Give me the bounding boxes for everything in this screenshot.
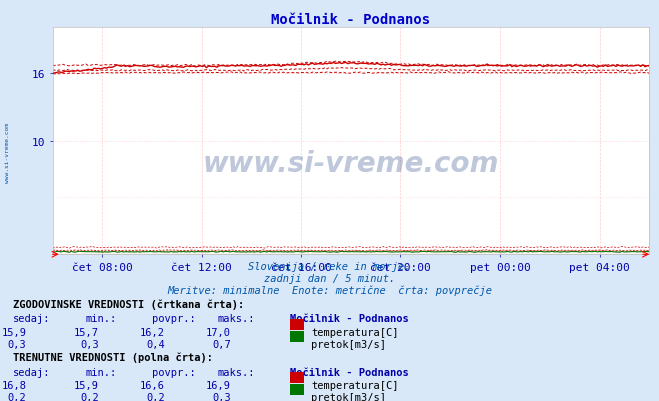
Text: min.:: min.: xyxy=(86,314,117,324)
Title: Močilnik - Podnanos: Močilnik - Podnanos xyxy=(272,13,430,27)
Text: zadnji dan / 5 minut.: zadnji dan / 5 minut. xyxy=(264,273,395,284)
Text: 15,7: 15,7 xyxy=(74,327,99,337)
Text: 0,3: 0,3 xyxy=(212,392,231,401)
Text: pretok[m3/s]: pretok[m3/s] xyxy=(311,392,386,401)
Text: 0,3: 0,3 xyxy=(8,339,26,349)
Text: 16,6: 16,6 xyxy=(140,380,165,390)
Text: povpr.:: povpr.: xyxy=(152,367,195,377)
Text: 0,7: 0,7 xyxy=(212,339,231,349)
Text: Močilnik - Podnanos: Močilnik - Podnanos xyxy=(290,314,409,324)
Text: 16,2: 16,2 xyxy=(140,327,165,337)
Text: pretok[m3/s]: pretok[m3/s] xyxy=(311,339,386,349)
Text: maks.:: maks.: xyxy=(217,314,255,324)
Text: 16,9: 16,9 xyxy=(206,380,231,390)
Text: sedaj:: sedaj: xyxy=(13,314,51,324)
Text: Slovenija / reke in morje.: Slovenija / reke in morje. xyxy=(248,261,411,271)
Text: www.si-vreme.com: www.si-vreme.com xyxy=(5,122,11,182)
Text: temperatura[C]: temperatura[C] xyxy=(311,327,399,337)
Text: 0,2: 0,2 xyxy=(8,392,26,401)
Text: temperatura[C]: temperatura[C] xyxy=(311,380,399,390)
Text: Močilnik - Podnanos: Močilnik - Podnanos xyxy=(290,367,409,377)
Text: Meritve: minimalne  Enote: metrične  črta: povprečje: Meritve: minimalne Enote: metrične črta:… xyxy=(167,285,492,295)
Text: ZGODOVINSKE VREDNOSTI (črtkana črta):: ZGODOVINSKE VREDNOSTI (črtkana črta): xyxy=(13,299,244,309)
Text: 0,2: 0,2 xyxy=(80,392,99,401)
Text: www.si-vreme.com: www.si-vreme.com xyxy=(203,150,499,178)
Text: 15,9: 15,9 xyxy=(74,380,99,390)
Text: 0,2: 0,2 xyxy=(146,392,165,401)
Text: min.:: min.: xyxy=(86,367,117,377)
Text: 0,3: 0,3 xyxy=(80,339,99,349)
Text: sedaj:: sedaj: xyxy=(13,367,51,377)
Text: 16,8: 16,8 xyxy=(1,380,26,390)
Text: 15,9: 15,9 xyxy=(1,327,26,337)
Text: 17,0: 17,0 xyxy=(206,327,231,337)
Text: povpr.:: povpr.: xyxy=(152,314,195,324)
Text: maks.:: maks.: xyxy=(217,367,255,377)
Text: 0,4: 0,4 xyxy=(146,339,165,349)
Text: TRENUTNE VREDNOSTI (polna črta):: TRENUTNE VREDNOSTI (polna črta): xyxy=(13,352,213,363)
